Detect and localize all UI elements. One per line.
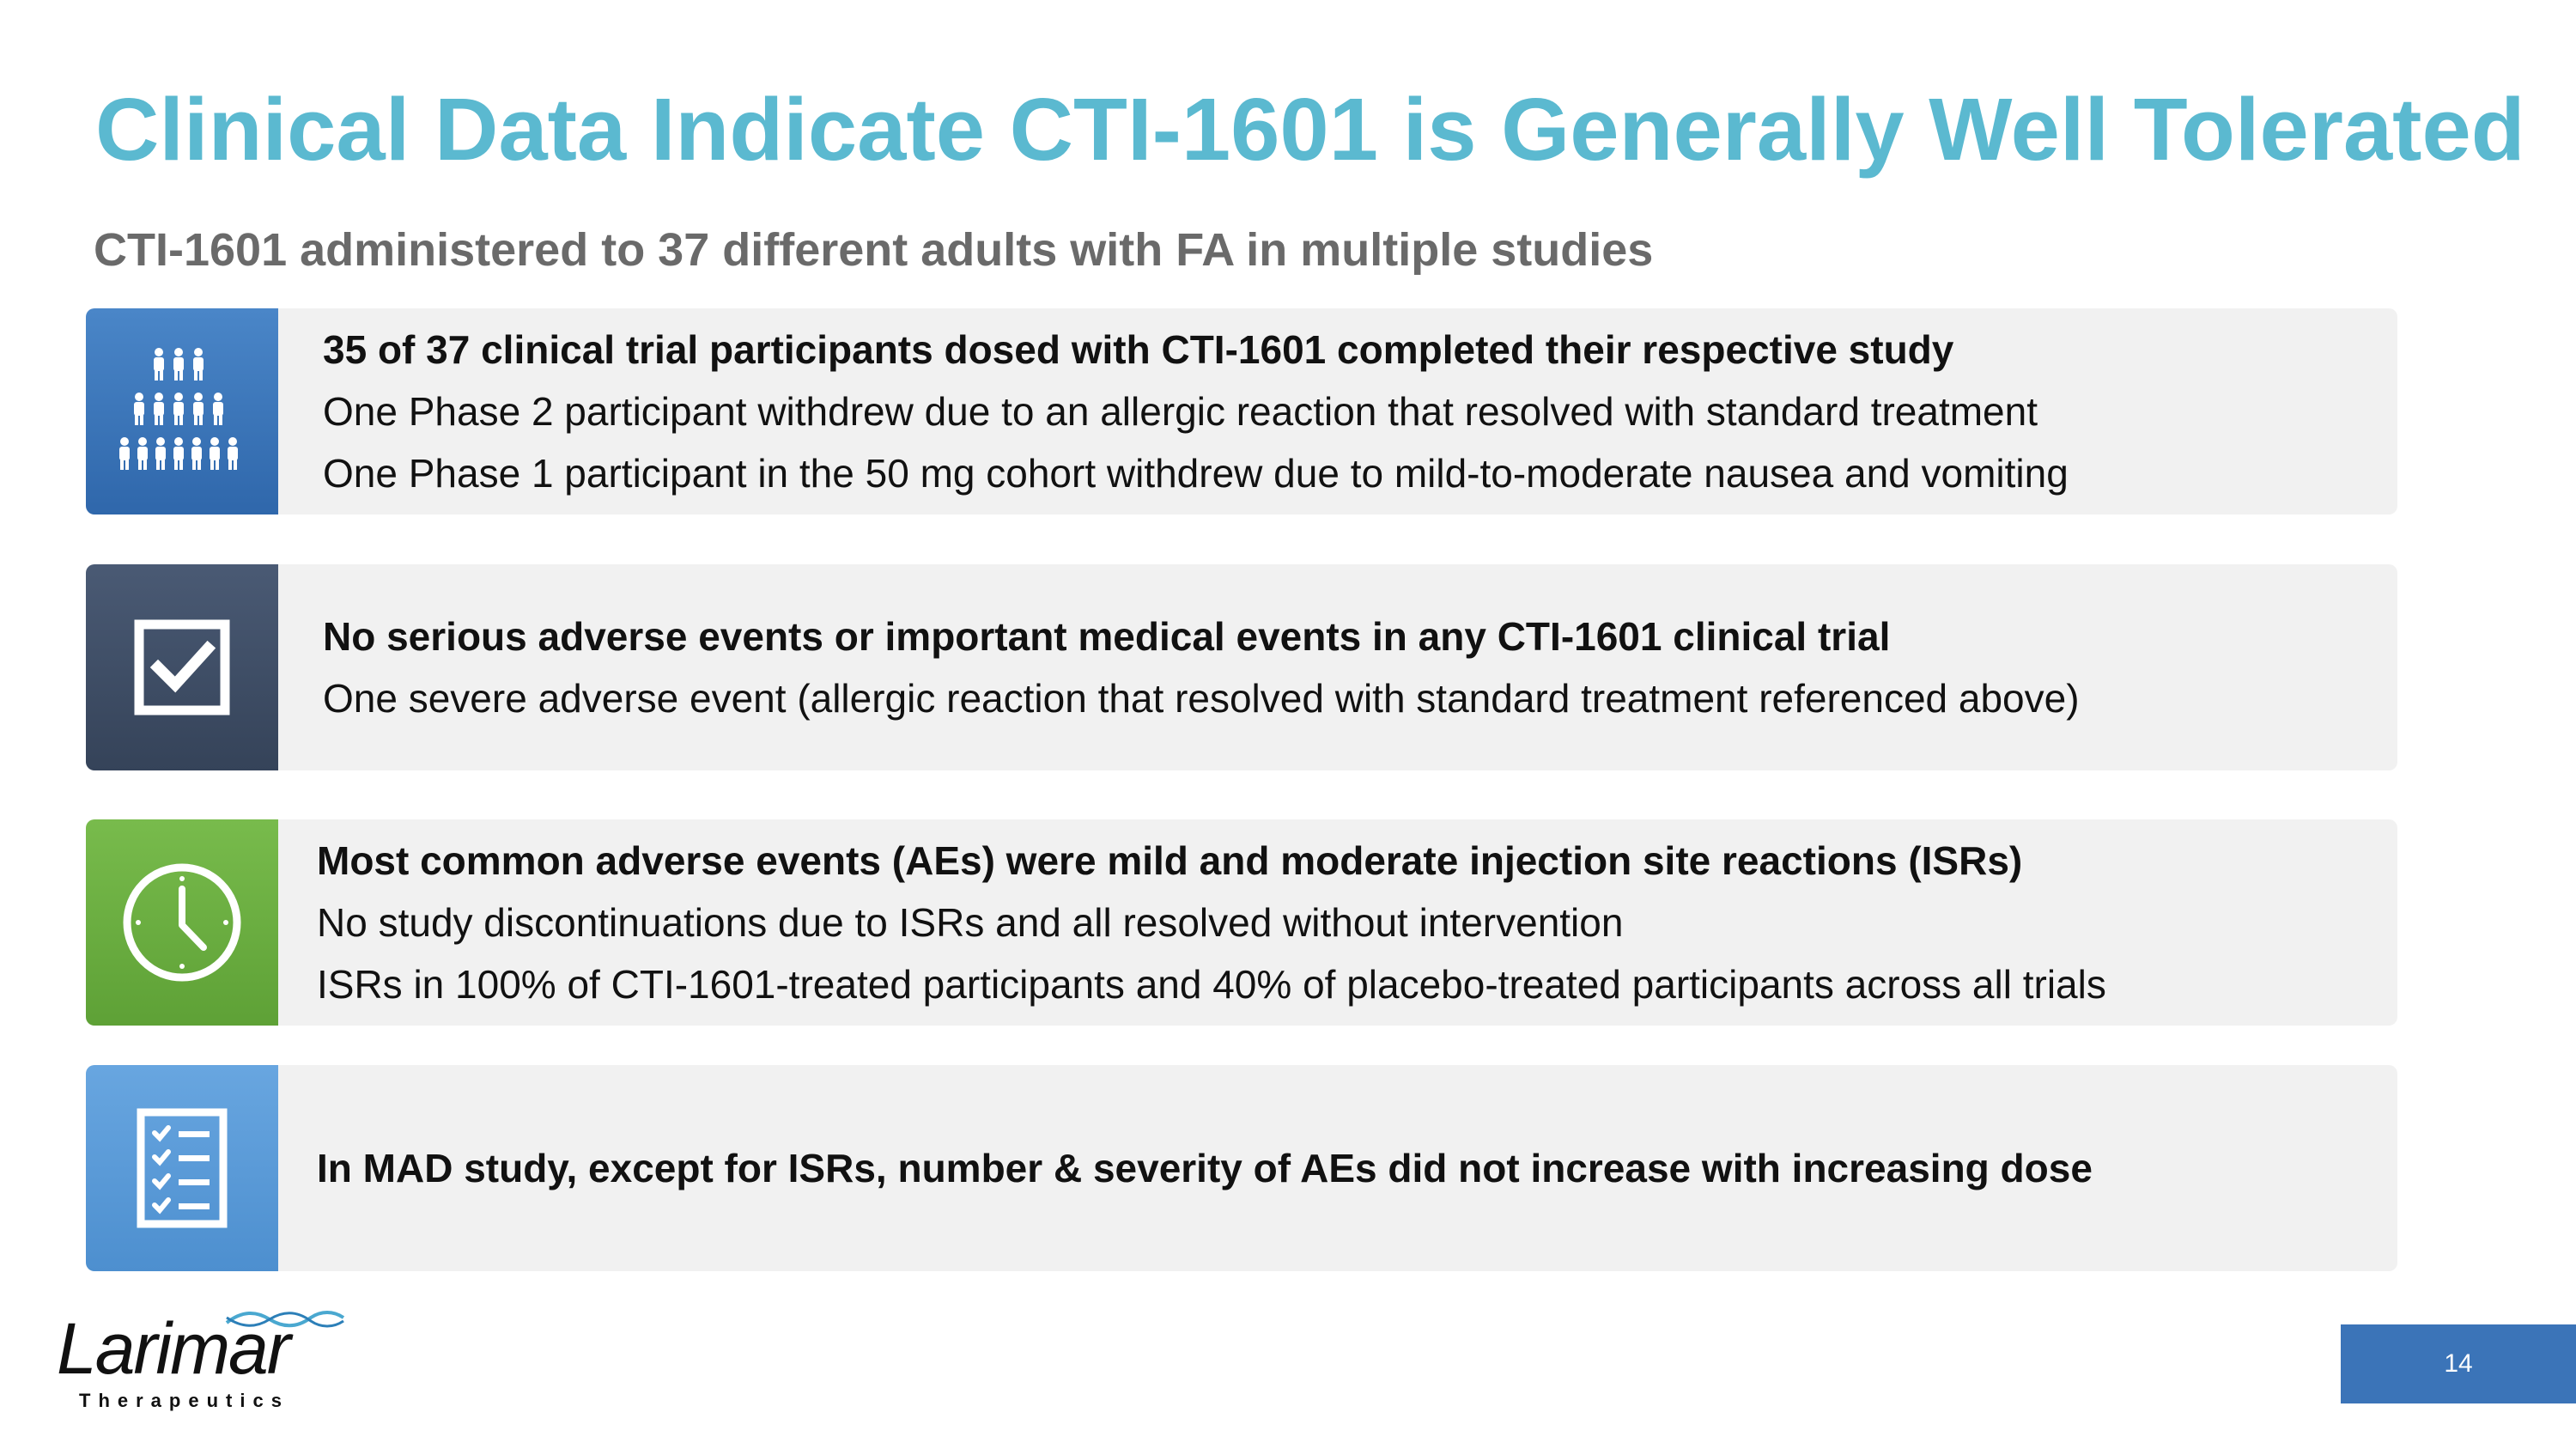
card-text: 35 of 37 clinical trial participants dos… bbox=[323, 308, 2372, 514]
card-icon-tile bbox=[86, 308, 278, 514]
card-detail: ISRs in 100% of CTI-1601-treated partici… bbox=[317, 962, 2106, 1007]
page-number: 14 bbox=[2341, 1324, 2576, 1403]
slide-title: Clinical Data Indicate CTI-1601 is Gener… bbox=[95, 80, 2525, 179]
slide-subtitle: CTI-1601 administered to 37 different ad… bbox=[94, 224, 1654, 276]
info-card-adverse-events: Most common adverse events (AEs) were mi… bbox=[86, 819, 2397, 1026]
card-detail: One severe adverse event (allergic react… bbox=[323, 676, 2080, 721]
clock-icon bbox=[123, 863, 241, 982]
logo-wordmark: Larimar bbox=[57, 1308, 291, 1389]
card-heading: Most common adverse events (AEs) were mi… bbox=[317, 838, 2023, 883]
card-text: In MAD study, except for ISRs, number & … bbox=[317, 1065, 2372, 1271]
card-heading: No serious adverse events or important m… bbox=[323, 614, 1891, 659]
info-card-mad-study: In MAD study, except for ISRs, number & … bbox=[86, 1065, 2397, 1271]
checklist-icon bbox=[137, 1108, 228, 1228]
helix-icon bbox=[225, 1311, 345, 1328]
people-group-icon bbox=[119, 348, 238, 470]
card-heading: 35 of 37 clinical trial participants dos… bbox=[323, 327, 1954, 372]
company-logo: Larimar Therapeutics bbox=[53, 1308, 345, 1416]
checkbox-icon bbox=[134, 619, 230, 715]
logo-tagline: Therapeutics bbox=[79, 1390, 289, 1411]
card-heading: In MAD study, except for ISRs, number & … bbox=[317, 1146, 2093, 1190]
card-icon-tile bbox=[86, 819, 278, 1026]
card-detail: No study discontinuations due to ISRs an… bbox=[317, 900, 1624, 945]
card-detail: One Phase 1 participant in the 50 mg coh… bbox=[323, 451, 2069, 496]
card-icon-tile bbox=[86, 1065, 278, 1271]
card-detail: One Phase 2 participant withdrew due to … bbox=[323, 389, 2038, 434]
card-icon-tile bbox=[86, 564, 278, 770]
info-card-safety: No serious adverse events or important m… bbox=[86, 564, 2397, 770]
card-text: Most common adverse events (AEs) were mi… bbox=[317, 819, 2372, 1026]
card-text: No serious adverse events or important m… bbox=[323, 564, 2372, 770]
info-card-completion: 35 of 37 clinical trial participants dos… bbox=[86, 308, 2397, 514]
